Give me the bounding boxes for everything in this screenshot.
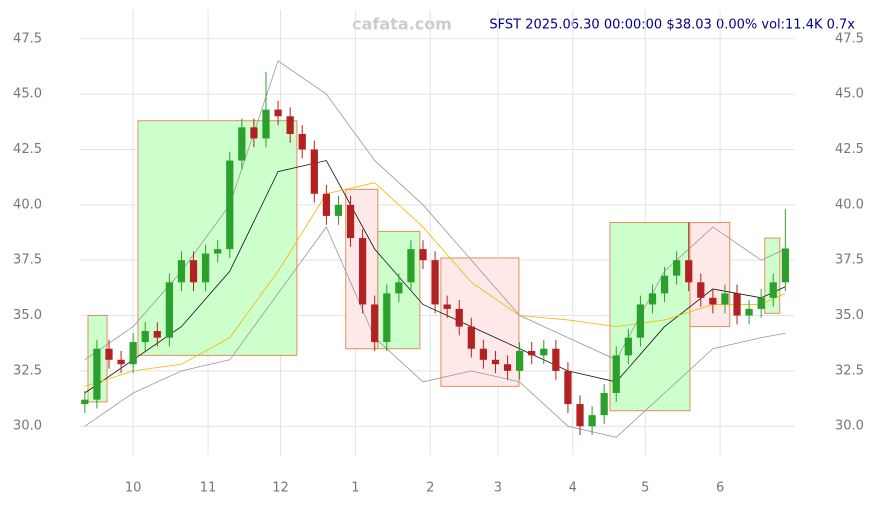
candle-body — [189, 260, 198, 283]
y-tick-label-right: 45.0 — [835, 87, 864, 102]
candle-body — [516, 350, 524, 371]
y-tick-label-right: 47.5 — [835, 31, 864, 46]
y-tick-label-right: 40.0 — [835, 197, 864, 212]
candle-body — [201, 253, 210, 283]
candle-body — [419, 249, 427, 261]
candle-body — [576, 404, 584, 427]
candle-body — [431, 260, 439, 305]
candle-body — [262, 109, 270, 139]
candle-body — [528, 350, 536, 356]
y-tick-label: 47.5 — [13, 31, 42, 46]
x-tick-label: 11 — [200, 481, 217, 496]
chart-title: SFST 2025.06.30 00:00:00 $38.03 0.00% vo… — [489, 18, 855, 33]
candle-body — [733, 293, 741, 316]
candle-body — [250, 127, 258, 139]
y-tick-label-right: 37.5 — [835, 253, 864, 268]
candle-body — [346, 204, 355, 239]
y-tick-label: 40.0 — [13, 197, 42, 212]
y-tick-label: 30.0 — [13, 419, 42, 434]
candle-body — [600, 393, 608, 416]
y-tick-label: 45.0 — [13, 87, 42, 102]
y-tick-label: 32.5 — [13, 363, 42, 378]
candle-body — [697, 282, 705, 298]
candle-body — [177, 260, 186, 283]
candle-body — [395, 282, 403, 294]
y-tick-label: 35.0 — [13, 308, 42, 323]
candle-body — [636, 304, 645, 338]
y-tick-label-right: 32.5 — [835, 363, 864, 378]
candle-body — [407, 249, 415, 283]
candle-body — [105, 348, 113, 360]
candle-body — [165, 282, 173, 338]
candle-body — [286, 116, 294, 134]
candle-body — [781, 248, 789, 283]
x-tick-label: 10 — [125, 481, 142, 496]
candle-body — [552, 348, 560, 371]
candle-body — [93, 348, 101, 400]
candle-body — [648, 293, 657, 305]
candle-body — [81, 399, 89, 405]
candle-body — [129, 342, 137, 365]
candle-body — [757, 297, 765, 309]
watermark: cafata.com — [352, 15, 452, 34]
candle-body — [298, 133, 306, 150]
candle-body — [358, 238, 367, 305]
indicator-line — [84, 182, 786, 387]
candle-body — [467, 326, 475, 349]
x-tick-label: 6 — [716, 481, 724, 496]
candle-body — [540, 348, 548, 356]
candle-body — [588, 415, 596, 427]
y-tick-label: 37.5 — [13, 253, 42, 268]
x-tick-label: 4 — [569, 481, 577, 496]
candle-body — [322, 193, 331, 216]
x-tick-label: 1 — [351, 481, 359, 496]
candle-body — [612, 355, 620, 394]
candle-body — [685, 260, 693, 283]
candle-body — [226, 160, 234, 250]
x-tick-label: 3 — [494, 481, 502, 496]
zone-box — [137, 120, 298, 356]
x-tick-label: 5 — [641, 481, 649, 496]
candle-body — [745, 308, 753, 316]
candle-body — [214, 249, 222, 254]
candle-body — [117, 359, 125, 365]
candle-body — [503, 364, 512, 371]
candle-body — [153, 331, 161, 338]
candle-body — [709, 297, 717, 305]
y-tick-label: 42.5 — [13, 142, 42, 157]
candle-body — [383, 293, 391, 343]
y-tick-label-right: 30.0 — [835, 419, 864, 434]
x-tick-label: 12 — [272, 481, 289, 496]
zone-box — [689, 222, 731, 328]
candle-body — [141, 331, 149, 343]
candle-body — [310, 149, 318, 194]
candle-body — [334, 204, 343, 216]
candle-body — [274, 109, 282, 117]
candle-body — [624, 337, 632, 356]
y-tick-label-right: 35.0 — [835, 308, 864, 323]
candle-body — [443, 304, 451, 309]
x-tick-label: 2 — [426, 481, 434, 496]
candle-body — [660, 275, 669, 294]
candle-body — [371, 304, 379, 343]
candle-body — [564, 370, 572, 405]
candle-body — [455, 308, 463, 327]
indicator-line — [84, 226, 786, 438]
candle-body — [721, 293, 729, 305]
candle-body — [769, 282, 777, 298]
candle-body — [491, 359, 500, 365]
y-tick-label-right: 42.5 — [835, 142, 864, 157]
candle-body — [479, 348, 488, 360]
candle-body — [238, 127, 246, 161]
candle-body — [673, 260, 681, 276]
